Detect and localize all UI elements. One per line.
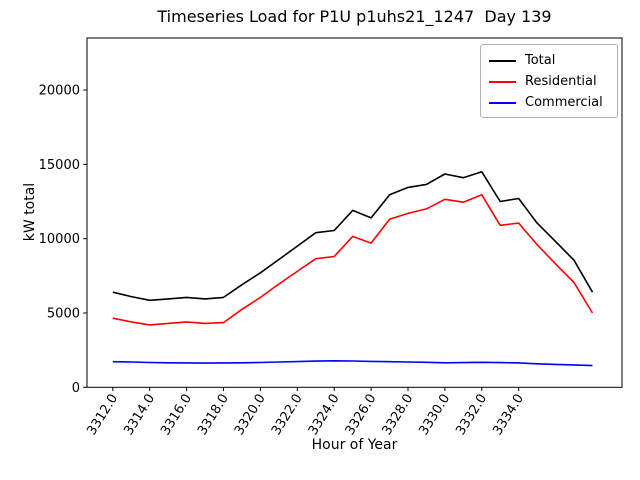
legend-label-commercial: Commercial xyxy=(525,95,603,110)
y-tick-label: 5000 xyxy=(47,306,80,321)
chart-title: Timeseries Load for P1U p1uhs21_1247 Day… xyxy=(157,7,552,26)
legend-label-residential: Residential xyxy=(525,74,597,89)
x-tick-label: 3314.0 xyxy=(121,391,158,438)
x-tick-label: 3332.0 xyxy=(453,391,490,438)
y-tick-label: 15000 xyxy=(39,158,80,173)
legend-label-total: Total xyxy=(525,53,556,68)
y-tick-label: 10000 xyxy=(39,232,80,247)
residential-line-swatch xyxy=(489,81,516,83)
x-tick-label: 3318.0 xyxy=(195,391,232,438)
x-tick-label: 3330.0 xyxy=(416,391,453,438)
commercial-line-swatch xyxy=(489,102,516,104)
legend: Total Residential Commercial xyxy=(480,44,618,118)
axes-spines xyxy=(86,37,623,388)
legend-item-residential: Residential xyxy=(489,72,609,92)
x-tick-label: 3328.0 xyxy=(380,391,417,438)
total-line-swatch xyxy=(489,60,516,62)
residential-line xyxy=(112,194,594,326)
x-axis-label: Hour of Year xyxy=(311,437,398,453)
commercial-line xyxy=(112,359,593,367)
y-tick-label: 0 xyxy=(72,381,80,396)
x-tick-label: 3334.0 xyxy=(490,391,527,438)
legend-item-commercial: Commercial xyxy=(489,93,609,113)
legend-item-total: Total xyxy=(489,51,609,71)
x-tick-label: 3322.0 xyxy=(269,391,306,438)
x-tick-label: 3312.0 xyxy=(84,391,121,438)
total-line xyxy=(112,171,594,302)
x-tick-label: 3320.0 xyxy=(232,391,269,438)
x-tick-label: 3316.0 xyxy=(158,391,195,438)
y-tick-label: 20000 xyxy=(39,84,80,99)
x-tick-label: 3326.0 xyxy=(343,391,380,438)
x-tick-label: 3324.0 xyxy=(306,391,343,438)
